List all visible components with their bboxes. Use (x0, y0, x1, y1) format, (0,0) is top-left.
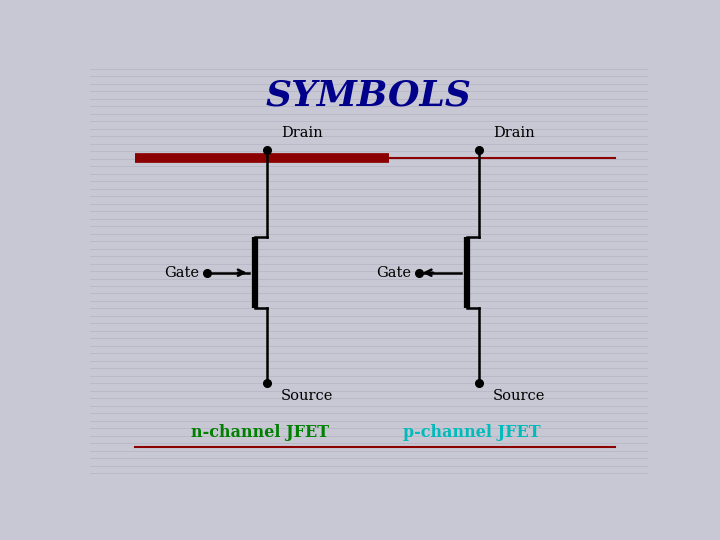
Text: Gate: Gate (376, 266, 411, 280)
Text: Drain: Drain (281, 126, 323, 140)
Text: Source: Source (493, 389, 545, 403)
Text: Drain: Drain (493, 126, 535, 140)
Text: n-channel JFET: n-channel JFET (192, 424, 329, 441)
Text: p-channel JFET: p-channel JFET (403, 424, 541, 441)
Text: Gate: Gate (164, 266, 199, 280)
Text: Source: Source (281, 389, 333, 403)
Text: SYMBOLS: SYMBOLS (266, 79, 472, 113)
